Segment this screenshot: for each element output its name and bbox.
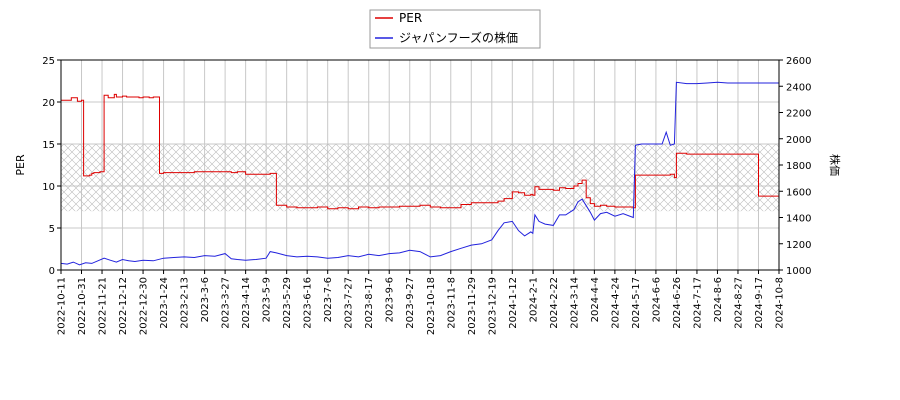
x-tick-label: 2023-9-6 xyxy=(385,277,396,322)
legend-label-1: ジャパンフーズの株価 xyxy=(399,30,518,45)
x-tick-label: 2023-3-6 xyxy=(200,277,211,322)
x-tick-label: 2024-6-6 xyxy=(651,277,662,322)
y-tick-right-label: 2400 xyxy=(786,82,811,93)
y-tick-right-label: 2600 xyxy=(786,56,811,67)
x-tick-label: 2023-11-8 xyxy=(446,277,457,329)
x-tick-label: 2023-2-13 xyxy=(180,277,191,329)
y-tick-right-label: 1600 xyxy=(786,187,811,198)
y-tick-right-label: 2000 xyxy=(786,135,811,146)
legend-label-0: PER xyxy=(399,11,422,25)
x-tick-label: 2023-5-29 xyxy=(282,277,293,329)
x-tick-label: 2023-12-19 xyxy=(487,277,498,335)
hatched-band-rect xyxy=(61,144,779,212)
x-tick-label: 2024-1-12 xyxy=(508,277,519,329)
y-tick-left-label: 15 xyxy=(42,140,55,151)
x-tick-label: 2024-3-14 xyxy=(569,277,580,329)
y-tick-left-label: 25 xyxy=(42,56,55,67)
x-tick-label: 2024-5-17 xyxy=(631,277,642,329)
x-tick-label: 2024-6-26 xyxy=(672,277,683,329)
y-tick-left-label: 0 xyxy=(49,266,55,277)
x-tick-label: 2024-2-22 xyxy=(549,277,560,329)
series-line-0 xyxy=(61,93,779,210)
y-tick-left-label: 10 xyxy=(42,182,55,193)
x-tick-label: 2023-7-27 xyxy=(344,277,355,329)
x-tick-label: 2023-3-27 xyxy=(221,277,232,329)
legend: PER ジャパンフーズの株価 xyxy=(369,9,541,49)
x-tick-label: 2023-4-14 xyxy=(241,277,252,329)
y-tick-right-label: 1000 xyxy=(786,266,811,277)
series-lines xyxy=(61,81,779,266)
y-tick-right-label: 1200 xyxy=(786,240,811,251)
x-tick-label: 2023-6-16 xyxy=(303,277,314,329)
y-tick-left-label: 5 xyxy=(49,224,55,235)
x-tick-label: 2024-9-17 xyxy=(754,277,765,329)
y-axis-right-label: 株価 xyxy=(828,154,842,176)
x-tick-label: 2023-11-29 xyxy=(467,277,478,335)
x-tick-label: 2022-11-21 xyxy=(98,277,109,335)
x-tick-label: 2024-4-24 xyxy=(610,277,621,329)
x-tick-label: 2023-8-17 xyxy=(364,277,375,329)
y-axis-right: 1000 1200 1400 1600 1800 2000 2200 2400 2600 xyxy=(779,56,811,277)
y-tick-right-label: 1400 xyxy=(786,214,811,225)
x-tick-label: 2022-10-11 xyxy=(57,277,68,335)
legend-box xyxy=(369,9,541,49)
y-axis-left: 0 5 10 15 20 25 xyxy=(42,56,61,277)
x-tick-label: 2023-1-24 xyxy=(159,277,170,329)
x-tick-label: 2022-12-12 xyxy=(118,277,129,335)
hatched-band xyxy=(61,144,779,212)
x-tick-label: 2024-8-27 xyxy=(734,277,745,329)
x-axis: 2022-10-11 2022-10-31 2022-11-21 2022-12-12… xyxy=(57,270,786,335)
x-tick-label: 2024-4-4 xyxy=(590,277,601,322)
x-tick-label: 2023-9-27 xyxy=(405,277,416,329)
x-tick-label: 2024-10-8 xyxy=(775,277,786,329)
y-axis-left-label: PER xyxy=(14,154,27,176)
x-tick-label: 2024-2-1 xyxy=(528,277,539,322)
series-line-1 xyxy=(61,81,779,266)
x-tick-label: 2023-10-18 xyxy=(426,277,437,335)
y-tick-right-label: 2200 xyxy=(786,109,811,120)
x-tick-label: 2022-12-30 xyxy=(139,277,150,335)
x-tick-label: 2023-7-6 xyxy=(323,277,334,322)
x-tick-label: 2024-8-6 xyxy=(713,277,724,322)
y-tick-left-label: 20 xyxy=(42,98,55,109)
y-tick-right-label: 1800 xyxy=(786,161,811,172)
x-tick-label: 2022-10-31 xyxy=(77,277,88,335)
x-tick-label: 2024-7-17 xyxy=(692,277,703,329)
x-tick-label: 2023-5-9 xyxy=(262,277,273,322)
